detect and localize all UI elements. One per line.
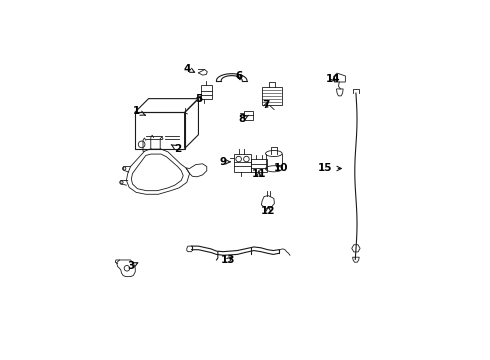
- Text: 14: 14: [325, 74, 340, 84]
- Text: 9: 9: [220, 157, 230, 167]
- Text: 15: 15: [318, 163, 342, 174]
- Text: 8: 8: [239, 114, 248, 123]
- Bar: [244, 111, 253, 120]
- Text: 4: 4: [184, 64, 195, 74]
- Text: 12: 12: [261, 206, 275, 216]
- Text: 3: 3: [127, 261, 138, 271]
- Bar: [250, 159, 267, 172]
- Text: 2: 2: [171, 144, 181, 153]
- Text: 7: 7: [263, 100, 270, 110]
- Bar: [235, 153, 251, 172]
- Text: 11: 11: [252, 169, 266, 179]
- Text: 1: 1: [132, 106, 145, 116]
- Bar: [201, 85, 212, 99]
- Bar: [262, 87, 282, 105]
- Text: 5: 5: [195, 94, 202, 104]
- Text: 10: 10: [274, 163, 288, 174]
- Text: 13: 13: [221, 255, 236, 265]
- Text: 6: 6: [235, 71, 242, 81]
